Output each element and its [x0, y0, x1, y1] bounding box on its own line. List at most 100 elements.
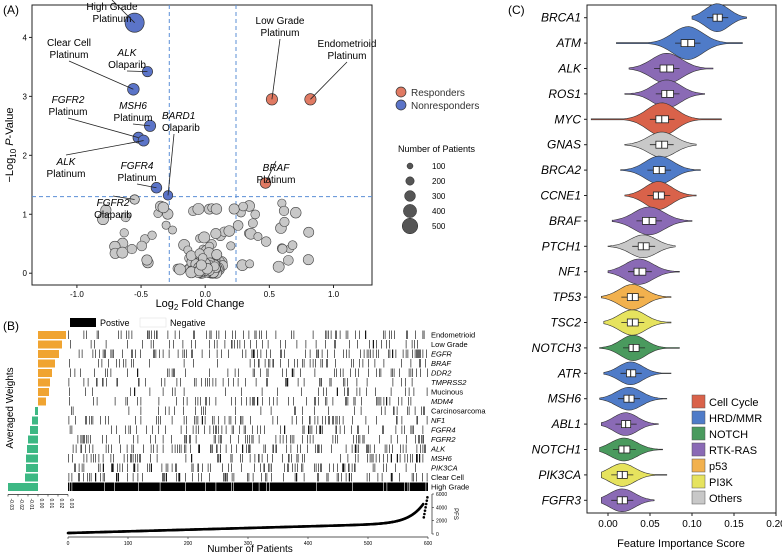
- heatmap-cell: [182, 349, 184, 358]
- heatmap-cell: [74, 368, 76, 377]
- heatmap-cell: [147, 330, 149, 339]
- heatmap-cell: [354, 444, 356, 453]
- heatmap-cell: [408, 387, 410, 396]
- size-legend-dot: [405, 176, 415, 186]
- heatmap-cell: [191, 454, 193, 463]
- heatmap-cell: [422, 349, 424, 358]
- heatmap-cell: [260, 406, 262, 415]
- heatmap-cell: [236, 444, 237, 453]
- violin-shape: [600, 463, 668, 487]
- heatmap-cell: [336, 330, 337, 339]
- heatmap-cell: [342, 463, 343, 472]
- heatmap-cell: [266, 473, 268, 482]
- heatmap-cell: [422, 425, 424, 434]
- heatmap-cell: [302, 416, 303, 425]
- annotation-leader: [136, 183, 157, 189]
- heatmap-cell: [328, 330, 329, 339]
- heatmap-cell: [410, 359, 412, 368]
- heatmap-cell: [383, 463, 384, 472]
- heatmap-cell: [161, 378, 162, 387]
- heatmap-cell: [336, 368, 337, 377]
- heatmap-cell: [309, 416, 310, 425]
- barcode-legend: Postive Negative: [70, 317, 206, 328]
- heatmap-cell: [344, 378, 346, 387]
- heatmap-cell: [249, 444, 251, 453]
- heatmap-cell: [343, 349, 344, 358]
- heatmap-cell: [136, 425, 137, 434]
- heatmap-cell: [210, 463, 211, 472]
- heatmap-cell: [78, 463, 80, 472]
- heatmap-cell: [231, 463, 232, 472]
- heatmap-cell: [412, 349, 413, 358]
- heatmap-cell: [318, 473, 319, 482]
- heatmap-cell: [348, 349, 350, 358]
- pfs-point: [425, 499, 429, 502]
- feature-point: [119, 228, 129, 238]
- violin-box: [633, 267, 647, 276]
- y-tick-label: 2: [23, 151, 28, 160]
- heatmap-cell: [242, 349, 243, 358]
- heatmap-row-fill: [68, 482, 428, 491]
- heatmap-cell: [285, 340, 286, 349]
- heatmap-cell: [294, 473, 296, 482]
- heatmap-cell: [280, 349, 281, 358]
- heatmap-cell: [316, 349, 317, 358]
- heatmap-cell: [230, 435, 231, 444]
- heatmap-cell: [105, 444, 107, 453]
- heatmap-cell: [321, 349, 323, 358]
- heatmap-cell: [85, 416, 86, 425]
- heatmap-cell: [292, 463, 293, 472]
- heatmap-cell: [309, 416, 311, 425]
- heatmap-cell: [250, 416, 251, 425]
- heatmap-cell: [130, 425, 131, 434]
- heatmap-cell: [366, 378, 368, 387]
- heatmap-cell: [267, 378, 268, 387]
- annotation-leader: [167, 133, 175, 196]
- heatmap-cell: [220, 454, 221, 463]
- heatmap-cell: [399, 368, 400, 377]
- heatmap-cell: [321, 463, 322, 472]
- heatmap-cell: [392, 473, 393, 482]
- heatmap-cell: [356, 435, 357, 444]
- pfs-x-tick-label: 500: [364, 541, 373, 547]
- heatmap-cell: [320, 463, 321, 472]
- heatmap-cell: [146, 425, 147, 434]
- heatmap-cell: [151, 463, 152, 472]
- heatmap-cell: [232, 330, 233, 339]
- feature-point: [223, 225, 235, 237]
- legend-label: RTK-RAS: [709, 445, 757, 457]
- heatmap-cell: [79, 473, 80, 482]
- heatmap-cell: [412, 454, 413, 463]
- heatmap-grid: [68, 330, 428, 491]
- heatmap-cell: [377, 397, 379, 406]
- heatmap-cell: [225, 330, 226, 339]
- heatmap-cell: [275, 330, 277, 339]
- legend-group-swatch: [395, 99, 407, 111]
- heatmap-cell: [277, 387, 278, 396]
- heatmap-cell: [180, 444, 182, 453]
- heatmap-cell: [68, 378, 70, 387]
- heatmap-cell: [152, 425, 153, 434]
- heatmap-cell: [194, 378, 195, 387]
- heatmap-cell: [342, 368, 344, 377]
- heatmap-cell: [405, 378, 406, 387]
- feature-point: [147, 230, 157, 240]
- heatmap-cell: [368, 349, 370, 358]
- heatmap-cell: [142, 473, 143, 482]
- heatmap-cell: [296, 454, 298, 463]
- feature-point: [245, 259, 255, 269]
- heatmap-cell: [257, 425, 258, 434]
- heatmap-cell: [191, 454, 192, 463]
- heatmap-cell: [405, 349, 407, 358]
- heatmap-cell: [193, 330, 194, 339]
- heatmap-cell: [86, 454, 88, 463]
- heatmap-cell: [195, 425, 197, 434]
- heatmap-cell: [241, 463, 242, 472]
- heatmap-cell: [254, 330, 256, 339]
- heatmap-cell: [402, 444, 404, 453]
- heatmap-cell: [224, 340, 226, 349]
- heatmap-cell: [105, 368, 106, 377]
- heatmap-cell: [125, 425, 126, 434]
- heatmap-cell: [158, 425, 159, 434]
